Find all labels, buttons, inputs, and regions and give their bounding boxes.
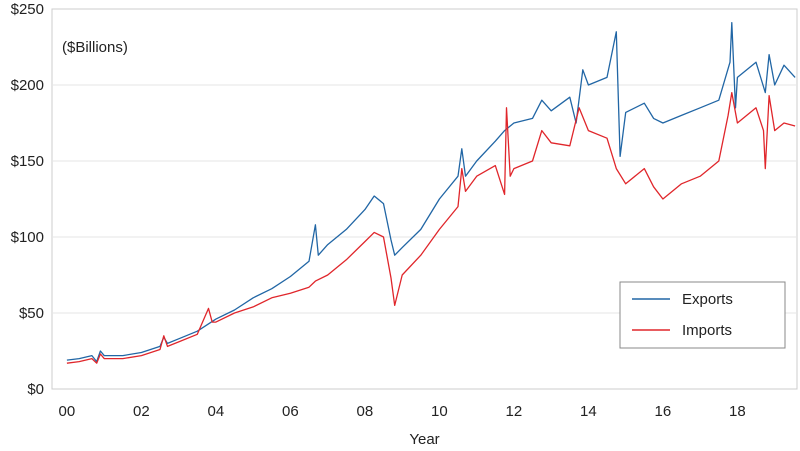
x-tick-label: 10 (431, 403, 448, 420)
legend: Exports Imports (619, 281, 786, 349)
y-axis-label: ($Billions) (62, 39, 128, 56)
legend-label-exports: Exports (682, 291, 733, 308)
y-tick-label: $200 (11, 77, 44, 94)
legend-label-imports: Imports (682, 322, 732, 339)
x-tick-label: 02 (133, 403, 150, 420)
y-tick-label: $0 (27, 381, 44, 398)
x-tick-label: 08 (357, 403, 374, 420)
x-axis-ticks: 00 02 04 06 08 10 12 14 16 18 (59, 403, 746, 420)
x-tick-label: 06 (282, 403, 299, 420)
series-line-imports (66, 91, 796, 364)
y-tick-label: $50 (19, 305, 44, 322)
x-tick-label: 00 (59, 403, 76, 420)
y-tick-label: $250 (11, 1, 44, 18)
x-tick-label: 18 (729, 403, 746, 420)
legend-box (619, 281, 786, 349)
series-line-exports (66, 22, 796, 363)
y-axis-ticks: $0 $50 $100 $150 $200 $250 (11, 1, 44, 398)
x-tick-label: 12 (506, 403, 523, 420)
y-tick-label: $150 (11, 153, 44, 170)
series-layer (66, 22, 796, 364)
x-tick-label: 04 (208, 403, 225, 420)
y-tick-label: $100 (11, 229, 44, 246)
x-tick-label: 16 (655, 403, 672, 420)
x-axis-label: Year (409, 431, 439, 448)
x-tick-label: 14 (580, 403, 597, 420)
